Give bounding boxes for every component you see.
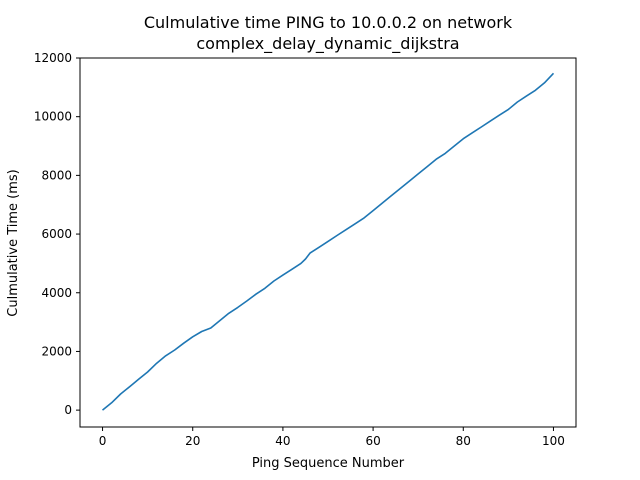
y-tick-label: 8000 bbox=[41, 168, 72, 182]
y-axis: 0 2000 4000 6000 8000 10000 12000 bbox=[34, 51, 80, 417]
axes-frame bbox=[79, 57, 577, 428]
chart-title: Culmulative time PING to 10.0.0.2 on net… bbox=[144, 13, 513, 32]
y-tick-label: 4000 bbox=[41, 286, 72, 300]
x-tick-label: 100 bbox=[542, 434, 565, 448]
plot-area bbox=[101, 72, 555, 411]
y-tick-label: 6000 bbox=[41, 227, 72, 241]
x-tick-label: 60 bbox=[365, 434, 380, 448]
x-axis-label: Ping Sequence Number bbox=[252, 456, 405, 471]
x-tick-label: 80 bbox=[456, 434, 471, 448]
y-tick-label: 12000 bbox=[34, 51, 72, 65]
y-tick-label: 10000 bbox=[34, 110, 72, 124]
x-axis: 0 20 40 60 80 100 bbox=[99, 427, 565, 448]
x-tick-label: 20 bbox=[185, 434, 200, 448]
x-tick-label: 40 bbox=[275, 434, 290, 448]
chart-subtitle: complex_delay_dynamic_dijkstra bbox=[196, 34, 459, 54]
y-axis-label: Culmulative Time (ms) bbox=[6, 169, 21, 316]
y-tick-label: 0 bbox=[64, 403, 72, 417]
x-tick-label: 0 bbox=[99, 434, 107, 448]
y-tick-label: 2000 bbox=[41, 344, 72, 358]
series-line bbox=[101, 72, 555, 411]
